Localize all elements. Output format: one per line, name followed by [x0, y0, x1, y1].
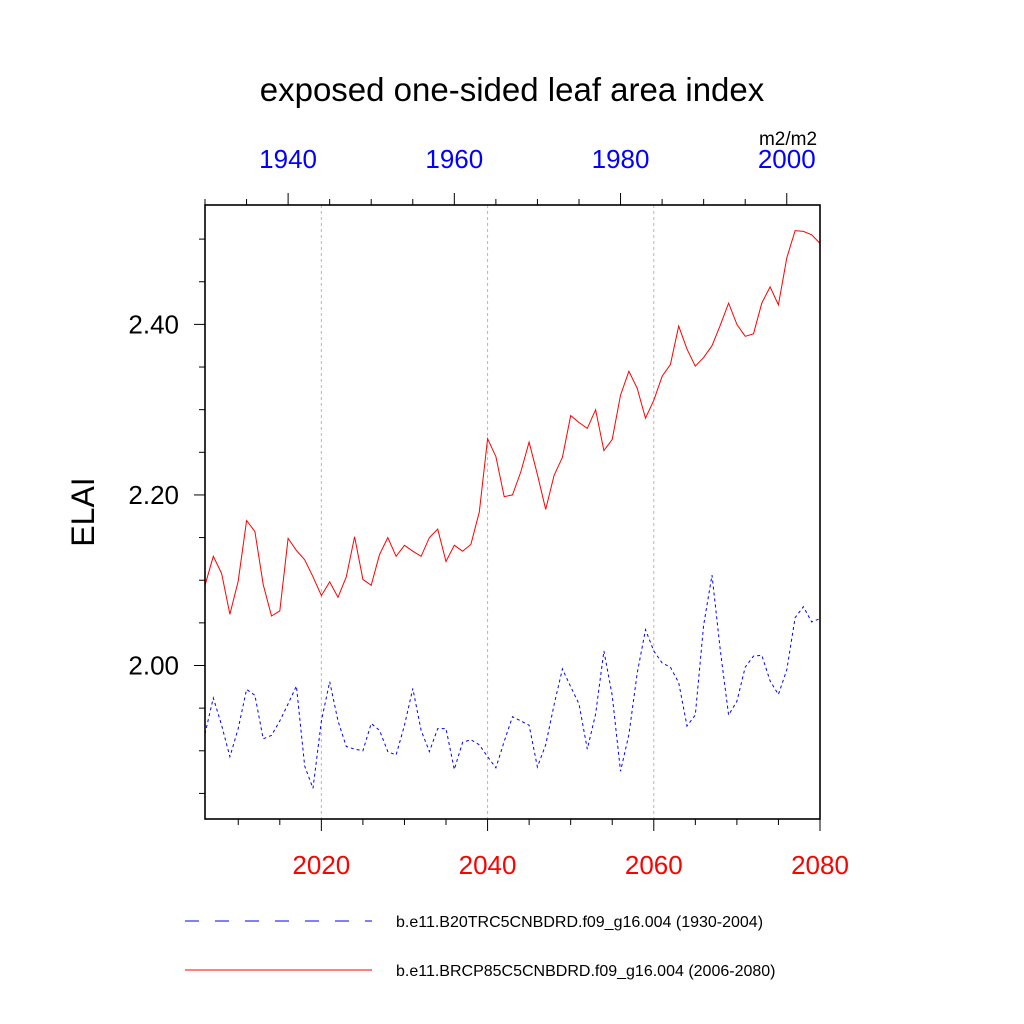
- series-layer: [204, 230, 821, 789]
- plot-frame: [204, 204, 821, 820]
- legend: b.e11.B20TRC5CNBDRD.f09_g16.004 (1930-20…: [185, 914, 775, 980]
- series-line-2: [204, 230, 821, 617]
- grid-lines: [320, 205, 655, 819]
- legend-label-1: b.e11.B20TRC5CNBDRD.f09_g16.004 (1930-20…: [396, 914, 763, 931]
- series-line-1: [204, 575, 821, 789]
- top-tick-label: 1940: [259, 144, 317, 174]
- units-label: m2/m2: [759, 129, 817, 150]
- bottom-tick-label: 2080: [791, 850, 849, 880]
- top-tick-label: 2000: [758, 144, 816, 174]
- y-axis-label: ELAI: [65, 477, 101, 546]
- bottom-tick-label: 2020: [292, 850, 350, 880]
- y-tick-label: 2.40: [128, 309, 179, 339]
- bottom-tick-label: 2060: [625, 850, 683, 880]
- axes: 2.00 2.20 2.40 1940 1960 1980 2000 2020 2040 2060…: [128, 144, 849, 880]
- bottom-tick-label: 2040: [459, 850, 517, 880]
- legend-label-2: b.e11.BRCP85C5CNBDRD.f09_g16.004 (2006-2…: [396, 963, 775, 980]
- y-tick-label: 2.00: [128, 651, 179, 681]
- top-tick-label: 1960: [425, 144, 483, 174]
- top-tick-label: 1980: [592, 144, 650, 174]
- y-tick-label: 2.20: [128, 480, 179, 510]
- chart-title: exposed one-sided leaf area index: [260, 71, 765, 108]
